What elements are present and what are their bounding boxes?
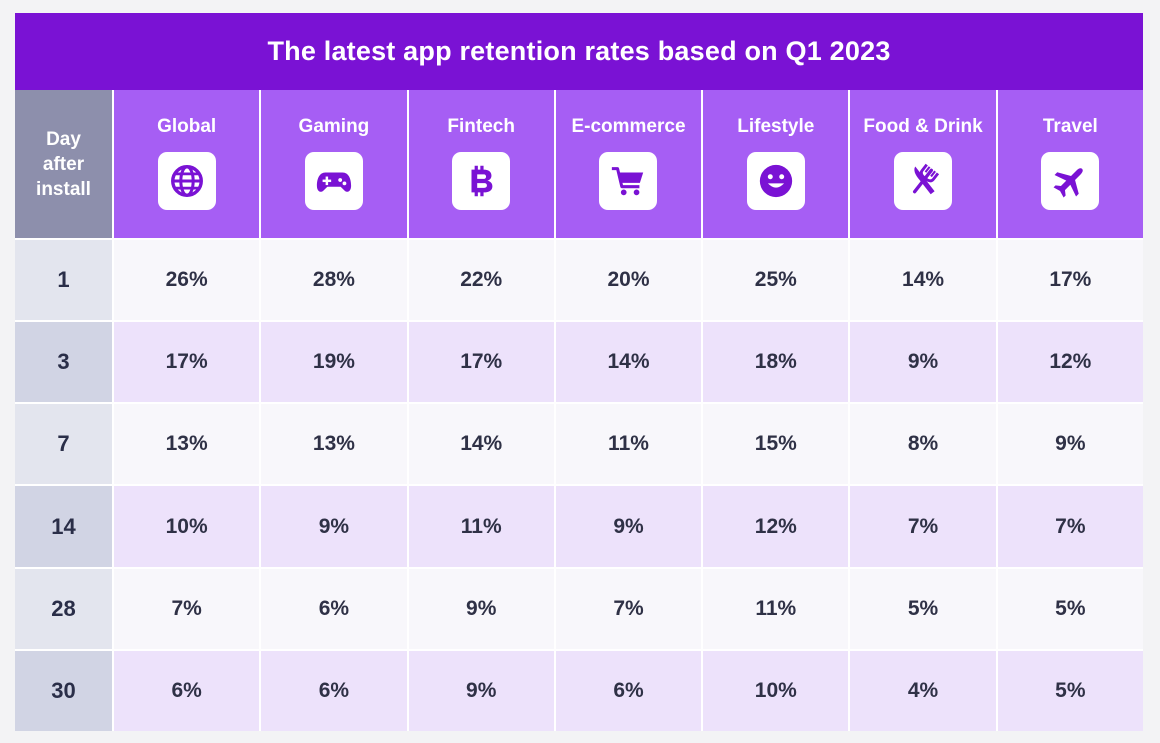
table-cell: 5%	[850, 568, 996, 649]
table-cell: 15%	[703, 404, 849, 485]
table-cell: 12%	[997, 322, 1143, 403]
table-cell: 13%	[261, 404, 407, 485]
gamepad-icon	[304, 152, 363, 210]
globe-icon	[157, 152, 216, 210]
column-header-e-commerce: E-commerce	[555, 90, 702, 238]
row-label-day-14: 14	[15, 486, 112, 567]
table-cell: 14%	[408, 404, 554, 485]
column-header-label: Food & Drink	[863, 116, 983, 137]
row-label-day-28: 28	[15, 568, 112, 649]
shopping-cart-icon	[599, 152, 658, 210]
table-cell: 7%	[114, 568, 260, 649]
table-cell: 9%	[408, 650, 554, 731]
column-header-label: Lifestyle	[737, 116, 815, 137]
table-cell: 9%	[555, 486, 702, 567]
table-cell: 5%	[997, 650, 1143, 731]
table-cell: 9%	[997, 404, 1143, 485]
table-cell: 7%	[997, 486, 1143, 567]
column-header-gaming: Gaming	[261, 90, 407, 238]
table-cell: 6%	[555, 650, 702, 731]
table-cell: 7%	[555, 568, 702, 649]
table-cell: 10%	[703, 650, 849, 731]
table-cell: 9%	[261, 486, 407, 567]
column-header-label: Global	[157, 116, 217, 137]
table-cell: 7%	[850, 486, 996, 567]
column-header-lifestyle: Lifestyle	[703, 90, 849, 238]
table-cell: 5%	[997, 568, 1143, 649]
column-header-label: Travel	[1042, 116, 1098, 137]
fork-knife-icon	[894, 152, 953, 210]
table-cell: 9%	[408, 568, 554, 649]
row-label-day-7: 7	[15, 404, 112, 485]
table-cell: 20%	[555, 240, 702, 321]
bitcoin-icon	[452, 152, 511, 210]
table-cell: 8%	[850, 404, 996, 485]
table-cell: 12%	[703, 486, 849, 567]
row-label-day-30: 30	[15, 650, 112, 731]
column-header-fintech: Fintech	[408, 90, 554, 238]
table-cell: 14%	[850, 240, 996, 321]
table-cell: 4%	[850, 650, 996, 731]
retention-table: Day after install Global Gaming Fintech E-c…	[15, 90, 1143, 731]
table-cell: 6%	[261, 568, 407, 649]
table-cell: 6%	[261, 650, 407, 731]
table-title: The latest app retention rates based on …	[15, 13, 1143, 90]
table-cell: 17%	[997, 240, 1143, 321]
table-cell: 6%	[114, 650, 260, 731]
column-header-label: Gaming	[298, 116, 370, 137]
table-cell: 22%	[408, 240, 554, 321]
column-header-global: Global	[114, 90, 260, 238]
table-cell: 18%	[703, 322, 849, 403]
table-cell: 19%	[261, 322, 407, 403]
row-label-day-1: 1	[15, 240, 112, 321]
table-cell: 26%	[114, 240, 260, 321]
row-label-day-3: 3	[15, 322, 112, 403]
day-after-install-header: Day after install	[15, 90, 112, 238]
table-cell: 13%	[114, 404, 260, 485]
column-header-travel: Travel	[997, 90, 1143, 238]
table-cell: 25%	[703, 240, 849, 321]
table-cell: 28%	[261, 240, 407, 321]
table-cell: 17%	[114, 322, 260, 403]
airplane-icon	[1041, 152, 1100, 210]
smiley-icon	[746, 152, 805, 210]
column-header-label: Fintech	[447, 116, 515, 137]
table-cell: 17%	[408, 322, 554, 403]
table-cell: 14%	[555, 322, 702, 403]
table-cell: 11%	[703, 568, 849, 649]
table-cell: 11%	[408, 486, 554, 567]
column-header-label: E-commerce	[571, 116, 686, 137]
table-cell: 11%	[555, 404, 702, 485]
table-cell: 9%	[850, 322, 996, 403]
table-cell: 10%	[114, 486, 260, 567]
column-header-food-drink: Food & Drink	[850, 90, 996, 238]
